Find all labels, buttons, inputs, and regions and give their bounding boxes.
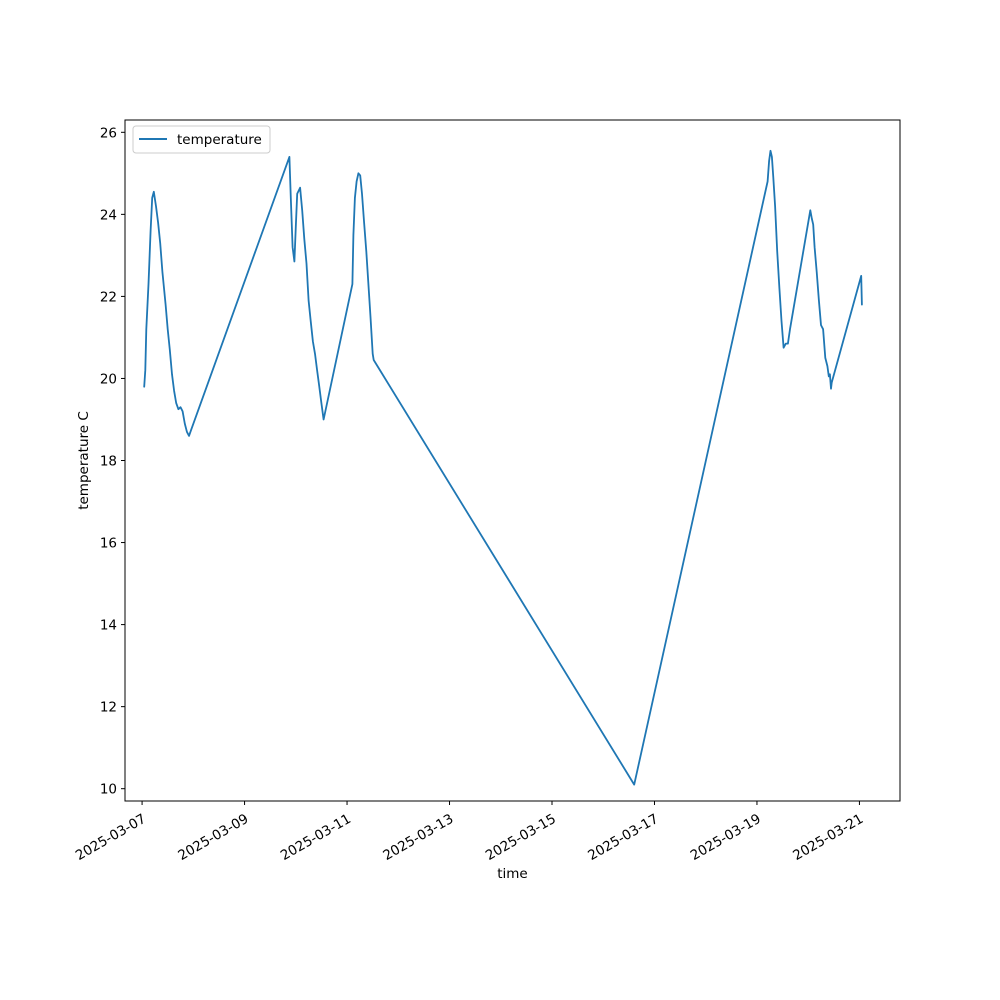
y-tick-label: 10 [100,782,117,798]
temperature-line [143,149,863,786]
y-tick-label: 24 [100,207,117,223]
x-axis-label: time [497,866,528,882]
y-tick-label: 22 [100,289,117,305]
legend: temperature [132,125,271,154]
legend-box [132,125,271,154]
y-tick-label: 20 [100,371,117,387]
y-tick-label: 26 [100,125,117,141]
y-axis-ticks: 10 12 14 16 18 20 22 24 26 [100,125,125,798]
plot-frame [124,119,901,802]
series-layer [143,149,863,786]
y-axis-label: temperature C [76,411,92,510]
y-tick-label: 18 [100,454,117,470]
y-tick-label: 14 [100,618,117,634]
y-tick-label: 12 [100,700,117,716]
y-tick-label: 16 [100,536,117,552]
legend-label: temperature [177,132,262,148]
